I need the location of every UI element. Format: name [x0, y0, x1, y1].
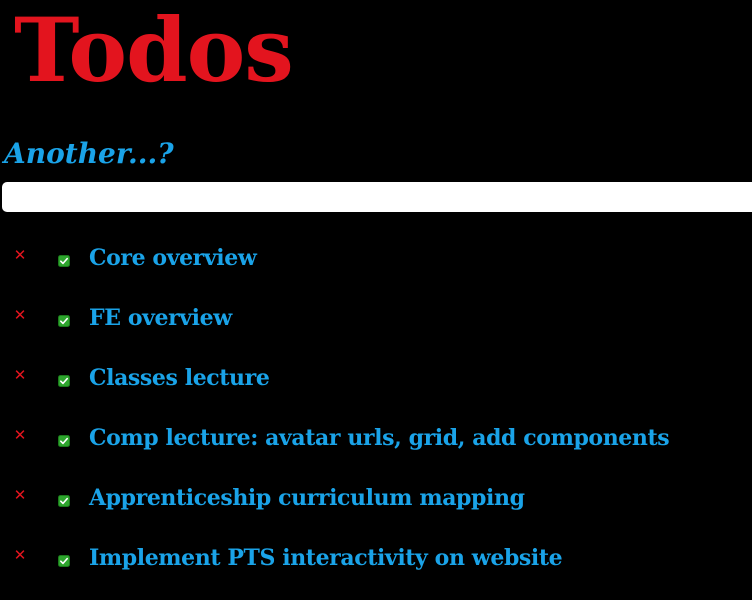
todo-text: Core overview	[89, 245, 257, 271]
delete-todo-icon[interactable]: ✕	[13, 546, 27, 564]
delete-todo-icon[interactable]: ✕	[13, 366, 27, 384]
checkbox-checked-icon[interactable]	[58, 312, 70, 327]
page-title: Todos	[14, 0, 294, 102]
todo-item: ✕ Classes lecture	[0, 360, 752, 420]
delete-todo-icon[interactable]: ✕	[13, 246, 27, 264]
todo-text: Apprenticeship curriculum mapping	[89, 485, 525, 511]
todo-item: ✕ Implement PTS interactivity on website	[0, 540, 752, 600]
todo-text: Classes lecture	[89, 365, 270, 391]
new-todo-input[interactable]	[2, 182, 752, 212]
todo-item: ✕ FE overview	[0, 300, 752, 360]
todo-item: ✕ Core overview	[0, 240, 752, 300]
todo-item: ✕ Apprenticeship curriculum mapping	[0, 480, 752, 540]
todo-text: FE overview	[89, 305, 232, 331]
todo-item: ✕ Comp lecture: avatar urls, grid, add c…	[0, 420, 752, 480]
delete-todo-icon[interactable]: ✕	[13, 486, 27, 504]
todo-list: ✕ Core overview ✕ FE overview ✕ Classes …	[0, 240, 752, 600]
checkbox-checked-icon[interactable]	[58, 432, 70, 447]
todo-text: Implement PTS interactivity on website	[89, 545, 563, 571]
checkbox-checked-icon[interactable]	[58, 552, 70, 567]
checkbox-checked-icon[interactable]	[58, 492, 70, 507]
new-todo-prompt: Another...?	[4, 137, 174, 170]
checkbox-checked-icon[interactable]	[58, 372, 70, 387]
todo-text: Comp lecture: avatar urls, grid, add com…	[89, 425, 670, 451]
delete-todo-icon[interactable]: ✕	[13, 306, 27, 324]
delete-todo-icon[interactable]: ✕	[13, 426, 27, 444]
checkbox-checked-icon[interactable]	[58, 252, 70, 267]
